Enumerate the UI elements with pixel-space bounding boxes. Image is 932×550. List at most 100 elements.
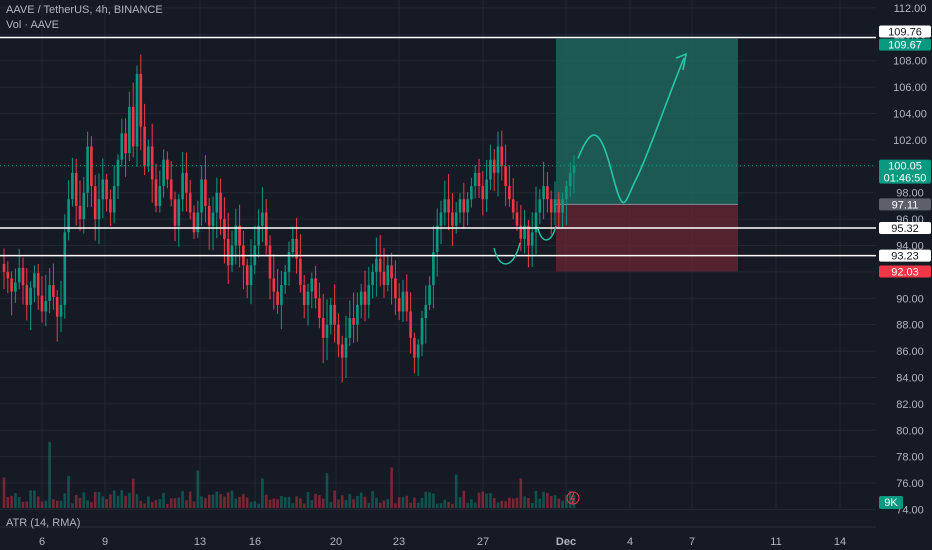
volume-bar bbox=[2, 477, 6, 508]
candle-body bbox=[204, 179, 207, 206]
volume-bar bbox=[109, 494, 112, 508]
candle-body bbox=[112, 186, 116, 213]
volume-bar bbox=[200, 496, 203, 508]
volume-bar bbox=[386, 499, 390, 508]
volume-bar bbox=[515, 497, 519, 508]
volume-bar bbox=[390, 467, 393, 508]
volume-bar bbox=[226, 492, 230, 508]
candle-body bbox=[420, 318, 424, 345]
candle-body bbox=[120, 133, 124, 160]
volume-bar bbox=[394, 503, 397, 508]
time-tick-label: Dec bbox=[556, 536, 576, 548]
candle-body bbox=[291, 238, 295, 253]
volume-legend[interactable]: Vol · AAVE bbox=[6, 19, 59, 31]
candle-body bbox=[477, 172, 481, 187]
volume-bar bbox=[287, 496, 291, 508]
volume-bar bbox=[276, 499, 279, 508]
volume-bar bbox=[428, 492, 431, 508]
candle-body bbox=[561, 199, 564, 213]
candle-body bbox=[515, 212, 519, 226]
candle-body bbox=[538, 199, 542, 213]
volume-bar bbox=[321, 498, 325, 508]
candle-body bbox=[226, 238, 230, 266]
volume-bar bbox=[511, 498, 515, 508]
candle-body bbox=[82, 192, 86, 220]
volume-bar bbox=[413, 497, 416, 508]
price-tag-label: 97.11 bbox=[892, 199, 919, 211]
lightning-icon-ring bbox=[566, 491, 580, 505]
price-tick-label: 98.00 bbox=[896, 188, 924, 200]
candle-body bbox=[234, 225, 238, 246]
volume-bar bbox=[192, 501, 196, 508]
volume-bar bbox=[82, 492, 86, 508]
tag-109-67: 109.67 bbox=[879, 38, 931, 52]
volume-bar bbox=[67, 475, 70, 508]
countdown-label: 01:46:50 bbox=[884, 173, 927, 185]
stop-zone bbox=[556, 204, 738, 272]
candle-body bbox=[470, 186, 473, 200]
volume-bar bbox=[397, 497, 401, 508]
candle-body bbox=[508, 186, 511, 200]
volume-bar bbox=[48, 441, 51, 508]
volume-bar bbox=[371, 491, 374, 508]
candle-body bbox=[173, 199, 177, 226]
volume-bar bbox=[74, 494, 78, 508]
symbol-legend[interactable]: AAVE / TetherUS, 4h, BINANCE bbox=[6, 4, 163, 16]
volume-bar bbox=[473, 502, 477, 508]
volume-bar bbox=[492, 497, 496, 508]
volume-bar bbox=[143, 503, 146, 508]
candle-body bbox=[375, 258, 378, 272]
volume-bar bbox=[538, 498, 542, 508]
candle-body bbox=[485, 179, 488, 200]
candle-body bbox=[359, 291, 363, 305]
volume-bar bbox=[63, 493, 67, 508]
volume-bar bbox=[409, 502, 412, 508]
candle-body bbox=[356, 304, 359, 325]
candle-body bbox=[386, 265, 390, 286]
volume-bar bbox=[90, 502, 93, 508]
volume-bar bbox=[359, 492, 363, 508]
tag-93-23: 93.23 bbox=[879, 249, 931, 263]
candle-body bbox=[500, 146, 504, 167]
candle-body bbox=[504, 166, 507, 187]
candle-body bbox=[135, 73, 139, 147]
candle-body bbox=[21, 267, 25, 286]
candle-body bbox=[462, 199, 466, 213]
horizontal-levels bbox=[0, 36, 876, 257]
candle-body bbox=[257, 225, 260, 246]
volume-bar bbox=[356, 496, 359, 508]
candle-body bbox=[154, 179, 158, 206]
volume-bar bbox=[124, 495, 127, 508]
candle-body bbox=[10, 278, 13, 292]
candle-body bbox=[363, 291, 367, 305]
candle-body bbox=[546, 186, 549, 200]
volume-bar bbox=[211, 494, 215, 508]
volume-bar bbox=[439, 503, 443, 508]
candle-body bbox=[413, 337, 416, 358]
price-tag-bg bbox=[879, 159, 931, 184]
volume-bar bbox=[177, 497, 181, 508]
volume-bar bbox=[196, 470, 200, 508]
candle-body bbox=[325, 324, 329, 338]
candle-body bbox=[397, 298, 401, 312]
volume-bar bbox=[466, 502, 469, 508]
price-tag-label: 93.23 bbox=[891, 251, 919, 263]
volume-bar bbox=[230, 490, 234, 508]
candle-body bbox=[52, 285, 55, 297]
price-tick-label: 76.00 bbox=[896, 478, 924, 490]
candle-body bbox=[219, 192, 222, 220]
price-tick-label: 104.00 bbox=[893, 109, 927, 121]
candle-body bbox=[481, 186, 485, 200]
candle-body bbox=[276, 291, 279, 305]
price-tick-label: 102.00 bbox=[893, 135, 927, 147]
price-tick-label: 94.00 bbox=[896, 240, 924, 252]
volume-bar bbox=[101, 496, 105, 508]
atr-legend[interactable]: ATR (14, RMA) bbox=[6, 517, 81, 529]
price-tick-label: 88.00 bbox=[896, 320, 924, 332]
volume-bar bbox=[299, 498, 302, 508]
candle-body bbox=[428, 285, 431, 305]
candle-body bbox=[200, 179, 203, 213]
candle-body bbox=[416, 344, 420, 358]
